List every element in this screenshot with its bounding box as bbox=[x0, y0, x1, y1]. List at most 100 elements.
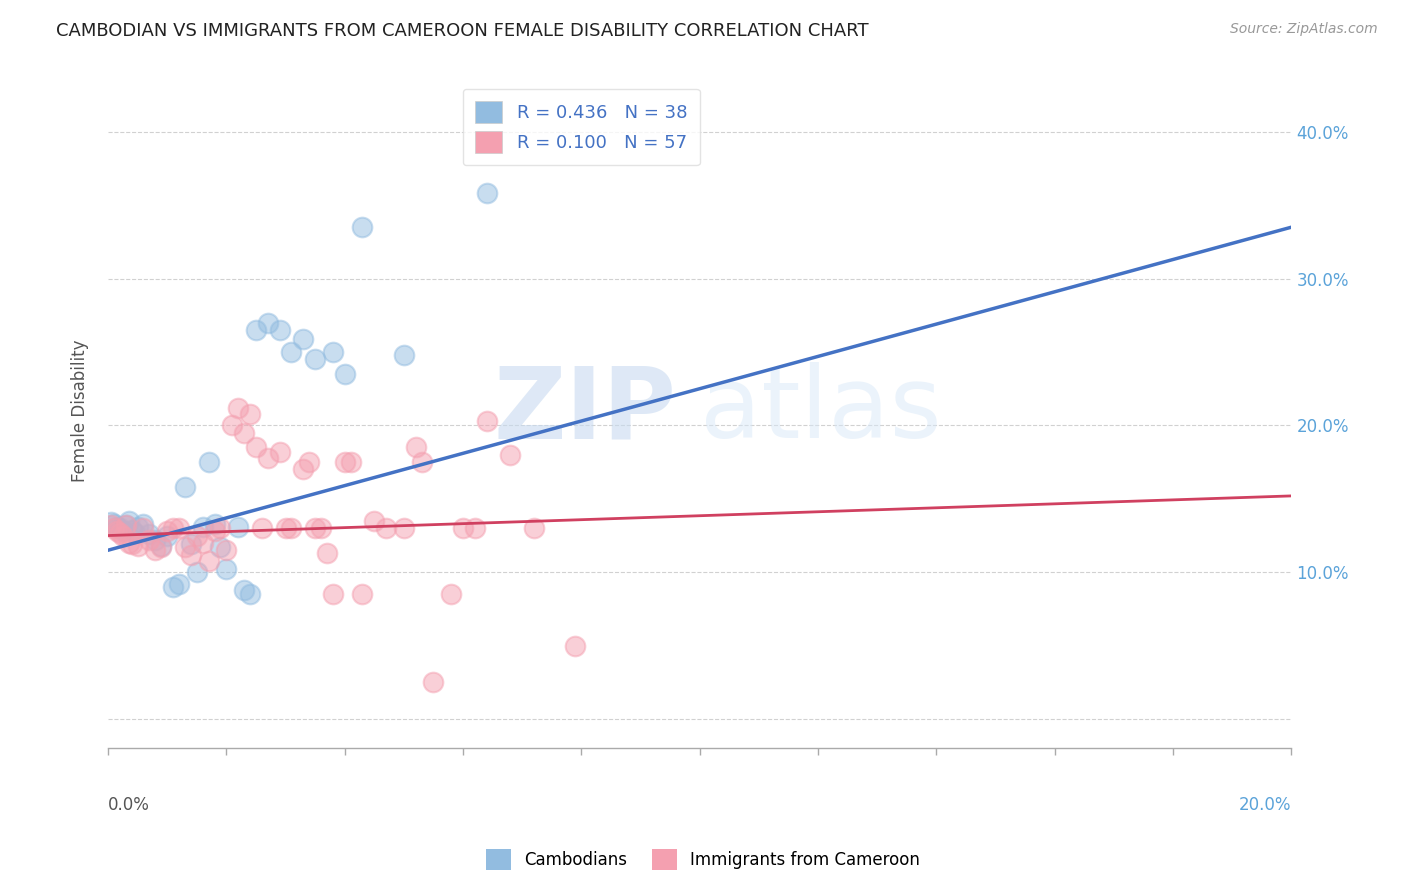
Point bbox=[156, 524, 179, 538]
Point bbox=[108, 525, 131, 540]
Text: 20.0%: 20.0% bbox=[1239, 796, 1292, 814]
Point bbox=[292, 462, 315, 476]
Point bbox=[191, 520, 214, 534]
Point bbox=[250, 521, 273, 535]
Point bbox=[221, 418, 243, 433]
Point bbox=[167, 577, 190, 591]
Text: CAMBODIAN VS IMMIGRANTS FROM CAMEROON FEMALE DISABILITY CORRELATION CHART: CAMBODIAN VS IMMIGRANTS FROM CAMEROON FE… bbox=[56, 22, 869, 40]
Point bbox=[280, 345, 302, 359]
Point bbox=[269, 323, 291, 337]
Point bbox=[523, 521, 546, 535]
Point bbox=[215, 543, 238, 558]
Point bbox=[499, 448, 522, 462]
Point bbox=[143, 533, 166, 547]
Point bbox=[316, 546, 339, 560]
Point bbox=[108, 521, 131, 535]
Point bbox=[121, 523, 143, 537]
Point bbox=[114, 518, 136, 533]
Point bbox=[204, 524, 226, 538]
Point bbox=[274, 521, 297, 535]
Point bbox=[233, 425, 256, 440]
Point bbox=[114, 518, 136, 533]
Point bbox=[180, 537, 202, 551]
Text: Source: ZipAtlas.com: Source: ZipAtlas.com bbox=[1230, 22, 1378, 37]
Point bbox=[245, 323, 267, 337]
Point bbox=[464, 521, 486, 535]
Legend: R = 0.436   N = 38, R = 0.100   N = 57: R = 0.436 N = 38, R = 0.100 N = 57 bbox=[463, 89, 700, 165]
Point bbox=[245, 441, 267, 455]
Point bbox=[298, 455, 321, 469]
Point bbox=[156, 528, 179, 542]
Point bbox=[322, 587, 344, 601]
Point bbox=[118, 536, 141, 550]
Text: 0.0%: 0.0% bbox=[108, 796, 150, 814]
Point bbox=[186, 566, 208, 580]
Point bbox=[333, 367, 356, 381]
Text: atlas: atlas bbox=[700, 362, 942, 459]
Point bbox=[132, 516, 155, 531]
Point bbox=[239, 587, 262, 601]
Point bbox=[138, 527, 160, 541]
Point bbox=[138, 533, 160, 547]
Point bbox=[215, 562, 238, 576]
Point bbox=[239, 407, 262, 421]
Point bbox=[405, 441, 427, 455]
Point bbox=[392, 348, 415, 362]
Point bbox=[180, 548, 202, 562]
Point bbox=[103, 516, 125, 531]
Point bbox=[322, 345, 344, 359]
Point bbox=[174, 480, 197, 494]
Point bbox=[256, 450, 278, 465]
Point bbox=[111, 528, 134, 542]
Point bbox=[352, 220, 374, 235]
Point bbox=[150, 539, 173, 553]
Point bbox=[209, 521, 232, 535]
Point bbox=[124, 525, 146, 540]
Point bbox=[440, 587, 463, 601]
Point bbox=[292, 332, 315, 346]
Point bbox=[411, 455, 433, 469]
Point bbox=[103, 521, 125, 535]
Point bbox=[226, 520, 249, 534]
Legend: Cambodians, Immigrants from Cameroon: Cambodians, Immigrants from Cameroon bbox=[481, 845, 925, 875]
Point bbox=[111, 524, 134, 538]
Point bbox=[191, 536, 214, 550]
Point bbox=[127, 539, 149, 553]
Point bbox=[375, 521, 398, 535]
Point bbox=[304, 352, 326, 367]
Point bbox=[269, 445, 291, 459]
Point bbox=[100, 516, 122, 530]
Point bbox=[256, 316, 278, 330]
Point bbox=[280, 521, 302, 535]
Point bbox=[363, 514, 385, 528]
Point bbox=[132, 521, 155, 535]
Point bbox=[174, 541, 197, 555]
Point bbox=[204, 516, 226, 531]
Point bbox=[105, 524, 128, 538]
Point bbox=[197, 455, 219, 469]
Text: ZIP: ZIP bbox=[494, 362, 676, 459]
Point bbox=[564, 639, 586, 653]
Y-axis label: Female Disability: Female Disability bbox=[72, 340, 89, 482]
Point bbox=[118, 514, 141, 528]
Point bbox=[304, 521, 326, 535]
Point bbox=[339, 455, 361, 469]
Point bbox=[186, 528, 208, 542]
Point bbox=[392, 521, 415, 535]
Point bbox=[226, 401, 249, 415]
Point bbox=[475, 186, 498, 201]
Point bbox=[127, 520, 149, 534]
Point bbox=[422, 675, 444, 690]
Point bbox=[333, 455, 356, 469]
Point bbox=[162, 580, 184, 594]
Point bbox=[100, 518, 122, 533]
Point bbox=[121, 537, 143, 551]
Point bbox=[233, 582, 256, 597]
Point bbox=[197, 553, 219, 567]
Point bbox=[150, 541, 173, 555]
Point bbox=[209, 541, 232, 555]
Point bbox=[309, 521, 332, 535]
Point bbox=[352, 587, 374, 601]
Point bbox=[475, 414, 498, 428]
Point bbox=[167, 521, 190, 535]
